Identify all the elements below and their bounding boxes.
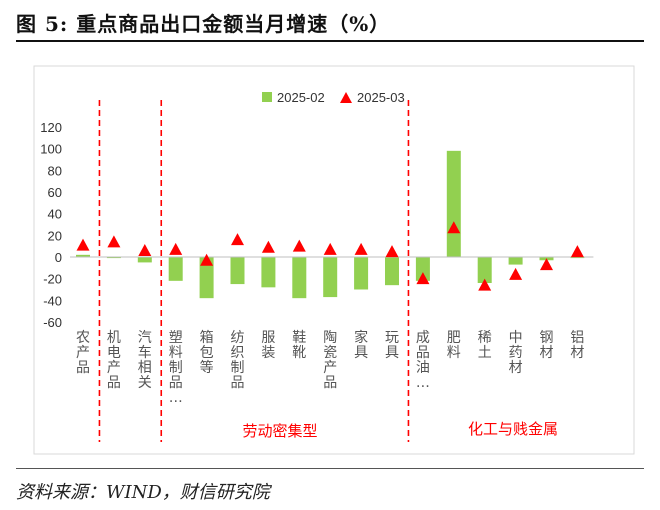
y-tick-label: 20 xyxy=(48,228,62,243)
x-tick-label: 陶瓷产品 xyxy=(323,330,337,391)
y-tick-label: -40 xyxy=(43,293,62,308)
x-tick-label: 成品油… xyxy=(416,330,430,391)
marker-2025-03 xyxy=(447,221,461,234)
x-tick-label: 塑料制品… xyxy=(169,330,183,406)
figure-title: 图 5: 重点商品出口金额当月增速（%） xyxy=(16,12,391,36)
marker-series xyxy=(76,221,584,291)
y-tick-label: 80 xyxy=(48,163,62,178)
source-note: 资料来源：WIND，财信研究院 xyxy=(16,482,270,503)
legend: 2025-02 2025-03 xyxy=(262,90,405,105)
y-tick-label: 40 xyxy=(48,207,62,222)
marker-2025-03 xyxy=(509,267,523,280)
group-label: 化工与贱金属 xyxy=(468,420,558,438)
x-tick-label: 箱包等 xyxy=(200,330,214,376)
bar-2025-02 xyxy=(477,257,492,283)
bar-2025-02 xyxy=(508,257,523,265)
marker-2025-03 xyxy=(478,278,492,291)
y-tick-label: 100 xyxy=(40,142,62,157)
marker-2025-03 xyxy=(138,244,152,256)
title-rule xyxy=(16,40,644,42)
marker-2025-03 xyxy=(570,245,584,258)
x-tick-label: 肥料 xyxy=(447,330,461,361)
x-tick-label: 鞋靴 xyxy=(292,330,306,361)
bar-2025-02 xyxy=(446,150,461,257)
x-tick-label: 玩具 xyxy=(385,330,399,361)
x-tick-label: 服装 xyxy=(261,330,275,361)
x-tick-label: 纺织制品 xyxy=(231,330,245,391)
y-tick-label: 120 xyxy=(40,120,62,135)
bar-2025-02 xyxy=(137,257,152,263)
bar-2025-02 xyxy=(76,254,90,257)
bar-2025-02 xyxy=(385,257,399,286)
y-tick-label: 60 xyxy=(48,185,62,200)
x-tick-label: 稀土 xyxy=(478,330,492,361)
bar-2025-02 xyxy=(168,257,183,281)
marker-2025-03 xyxy=(261,240,275,253)
x-tick-label: 铝材 xyxy=(570,330,584,361)
legend-label: 2025-02 xyxy=(277,90,325,105)
bar-2025-02 xyxy=(570,257,585,259)
bar-2025-02 xyxy=(106,257,121,259)
group-labels: 劳动密集型 化工与贱金属 xyxy=(242,420,558,440)
y-tick-label: -20 xyxy=(43,272,62,287)
group-label: 劳动密集型 xyxy=(242,422,317,440)
marker-2025-03 xyxy=(169,242,183,255)
x-tick-label: 汽车相关 xyxy=(138,330,152,391)
marker-2025-03 xyxy=(231,233,244,246)
y-tick-label: -60 xyxy=(43,315,62,330)
marker-2025-03 xyxy=(292,239,306,252)
bar-2025-02 xyxy=(292,257,307,299)
bar-2025-02 xyxy=(230,257,245,285)
x-tick-label: 机电产品 xyxy=(107,330,121,391)
bar-2025-02 xyxy=(323,257,338,298)
chart: -60 -40 -20 0 20 40 60 80 100 120 农产品 机电产品 汽车相关 塑料制品… xyxy=(33,65,635,455)
marker-2025-03 xyxy=(107,235,121,248)
legend-swatch-bar xyxy=(262,92,272,102)
marker-2025-03 xyxy=(416,272,430,285)
x-tick-label: 家具 xyxy=(354,329,368,361)
bar-2025-02 xyxy=(261,257,276,288)
group-dividers xyxy=(98,100,410,442)
bar-2025-02 xyxy=(415,257,430,281)
marker-2025-03 xyxy=(200,253,214,266)
x-tick-label: 农产品 xyxy=(76,330,90,376)
marker-2025-03 xyxy=(76,238,90,251)
marker-2025-03 xyxy=(354,242,368,255)
x-tick-label: 钢材 xyxy=(540,330,554,361)
y-tick-label: 0 xyxy=(55,250,62,265)
marker-2025-03 xyxy=(323,242,337,255)
marker-2025-03 xyxy=(540,258,553,271)
x-tick-label: 中药材 xyxy=(509,330,523,376)
bar-2025-02 xyxy=(354,257,369,290)
source-rule xyxy=(16,468,644,469)
legend-label: 2025-03 xyxy=(357,90,405,105)
legend-swatch-marker xyxy=(340,92,352,103)
marker-2025-03 xyxy=(385,245,399,258)
bar-2025-02 xyxy=(199,257,214,299)
y-axis: -60 -40 -20 0 20 40 60 80 100 120 xyxy=(40,120,62,330)
